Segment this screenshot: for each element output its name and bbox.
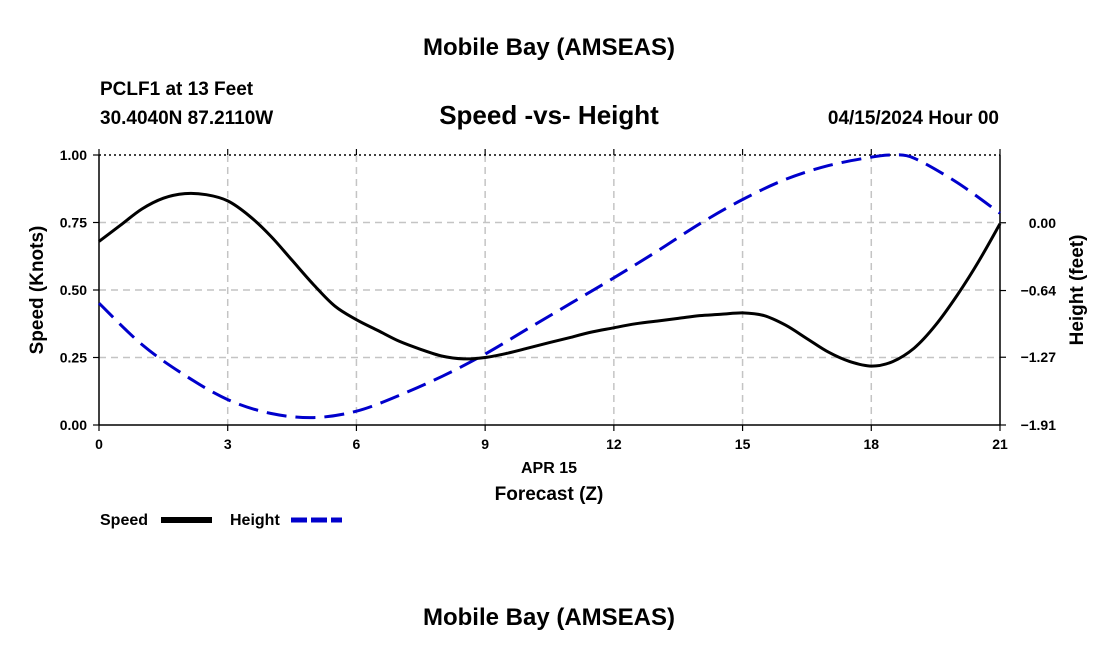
coordinates-label: 30.4040N 87.2110W (100, 108, 273, 129)
footer-title: Mobile Bay (AMSEAS) (423, 604, 675, 631)
y-tick-label: 0.00 (60, 417, 87, 433)
x-tick-label: 21 (992, 436, 1008, 452)
x-axis-title: Forecast (Z) (495, 484, 604, 505)
y-tick-label: 0.25 (60, 350, 87, 366)
y-tick-label: 1.00 (60, 147, 87, 163)
x-tick-label: 9 (481, 436, 489, 452)
station-label: PCLF1 at 13 Feet (100, 79, 254, 100)
x-tick-label: 15 (735, 436, 751, 452)
y-tick-label: 0.75 (60, 215, 87, 231)
x-axis-date: APR 15 (521, 460, 577, 477)
y2-tick-label: −0.64 (1021, 283, 1057, 299)
chart-subtitle: Speed -vs- Height (439, 100, 659, 130)
x-tick-label: 0 (95, 436, 103, 452)
x-tick-label: 6 (353, 436, 361, 452)
chart-main-title: Mobile Bay (AMSEAS) (423, 34, 675, 61)
x-tick-label: 18 (863, 436, 879, 452)
y-tick-label: 0.50 (60, 282, 87, 298)
height-series-line (97, 153, 1001, 420)
forecast-datetime: 04/15/2024 Hour 00 (828, 108, 999, 129)
x-tick-label: 12 (606, 436, 622, 452)
y2-tick-label: −1.91 (1021, 417, 1057, 433)
y2-tick-label: 0.00 (1029, 215, 1056, 231)
y-axis-title: Speed (Knots) (27, 226, 48, 355)
x-tick-label: 3 (224, 436, 232, 452)
y2-axis-title: Height (feet) (1067, 235, 1088, 346)
legend-speed-label: Speed (100, 512, 148, 529)
legend: Speed Height (100, 512, 342, 529)
legend-height-label: Height (230, 512, 280, 529)
y2-tick-label: −1.27 (1021, 349, 1057, 365)
grid-lines (99, 155, 1000, 425)
speed-series-line (98, 191, 1002, 368)
axis-ticks: 0 3 6 9 12 15 18 21 0.00 0.25 0.50 0.75 1.00 −1.91 −1.… (60, 147, 1056, 452)
